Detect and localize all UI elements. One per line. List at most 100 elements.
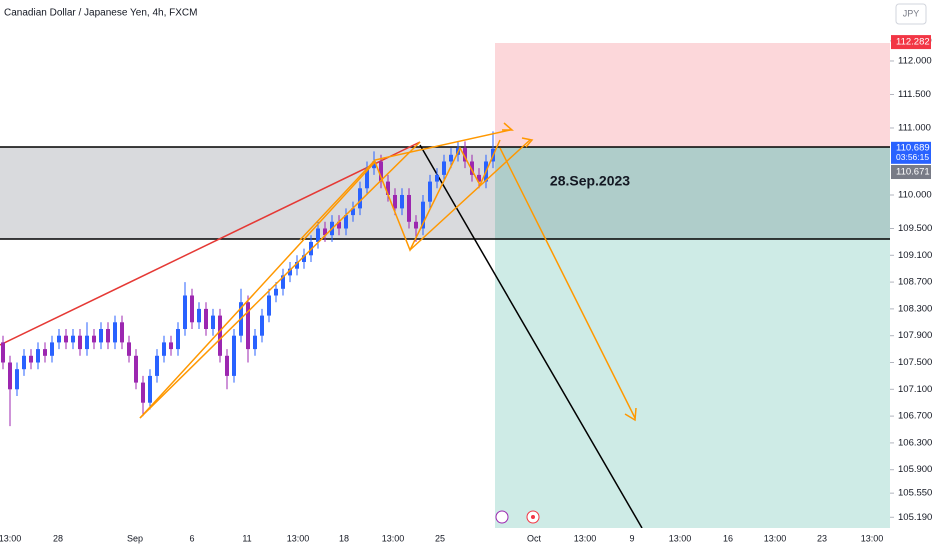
- candle-body: [155, 355, 159, 376]
- candle-body: [435, 174, 439, 182]
- candle-body: [260, 315, 264, 336]
- arrow-line: [499, 147, 636, 419]
- drawings: [0, 43, 890, 529]
- candle-body: [470, 161, 474, 175]
- y-tick-label: 107.900: [898, 330, 932, 341]
- candle-body: [148, 375, 152, 403]
- arrow-head: [624, 407, 637, 422]
- candle-body: [407, 194, 411, 222]
- x-tick-label: 13:00: [669, 533, 692, 543]
- y-tick-label: 110.000: [898, 190, 932, 201]
- candle-body: [22, 355, 26, 370]
- candle-body: [92, 335, 96, 343]
- x-tick-label: 13:00: [287, 533, 310, 543]
- stop-zone: [495, 43, 890, 147]
- candle-body: [29, 355, 33, 363]
- candle-body: [400, 194, 404, 209]
- last-price-badge: [891, 141, 931, 164]
- x-tick-label: 16: [723, 533, 733, 543]
- x-tick-label: Oct: [527, 533, 542, 543]
- y-tick-label: 111.500: [898, 89, 931, 100]
- candle-body: [71, 335, 75, 343]
- stop-price-badge: [891, 35, 931, 50]
- candle-body: [246, 302, 250, 350]
- candle-body: [274, 288, 278, 296]
- y-tick-label: 109.500: [898, 223, 932, 234]
- arrow-line: [409, 139, 531, 251]
- candle-body: [253, 335, 257, 350]
- annotation: 28.Sep.2023: [550, 173, 630, 189]
- candle-body: [477, 174, 481, 182]
- candle-body: [281, 275, 285, 289]
- candle-body: [302, 255, 306, 262]
- candle-body: [463, 148, 467, 162]
- candle-body: [267, 295, 271, 316]
- candle-body: [120, 322, 124, 343]
- event-icon-dot: [531, 515, 535, 519]
- candle-body: [211, 315, 215, 329]
- target-zone: [495, 147, 890, 528]
- zigzag: [139, 139, 501, 419]
- candle-body: [295, 261, 299, 269]
- chart-title: Canadian Dollar / Japanese Yen, 4h, FXCM: [4, 8, 197, 19]
- currency: JPY: [903, 8, 920, 18]
- candle-body: [176, 328, 180, 350]
- candle-body: [386, 181, 390, 195]
- price-axis: [890, 0, 932, 550]
- arrow-head: [521, 137, 534, 148]
- currency-box[interactable]: [895, 3, 927, 25]
- candle-body: [162, 342, 166, 356]
- x-tick-label: 9: [629, 533, 634, 543]
- candle-body: [421, 201, 425, 229]
- candle-body: [232, 335, 236, 376]
- candle-body: [141, 382, 145, 403]
- candle-body: [190, 295, 194, 323]
- y-tick-label: 112.000: [898, 55, 932, 66]
- candle-body: [365, 168, 369, 189]
- y-tick-label: 106.700: [898, 411, 932, 422]
- candle-body: [1, 342, 5, 363]
- time-axis: [0, 528, 932, 550]
- y-tick-label: 108.300: [898, 303, 932, 314]
- candle-body: [183, 295, 187, 329]
- x-tick-label: 18: [339, 533, 349, 543]
- y-tick-label: 105.190: [898, 512, 932, 523]
- candle-body: [372, 161, 376, 169]
- trend-line: [0, 141, 421, 346]
- arrow-head: [502, 122, 514, 131]
- candle-body: [50, 342, 54, 356]
- candle-body: [15, 369, 19, 390]
- candle-body: [414, 221, 418, 229]
- candle-body: [64, 335, 68, 343]
- candle-body: [169, 342, 173, 350]
- candle-body: [106, 328, 110, 343]
- candle-body: [316, 228, 320, 242]
- candle-body: [57, 335, 61, 343]
- candle-body: [113, 322, 117, 343]
- candle-body: [78, 335, 82, 350]
- candle-body: [379, 161, 383, 182]
- x-tick-label: Sep: [127, 533, 143, 543]
- pattern-arrows: [139, 122, 637, 422]
- candle-body: [99, 328, 103, 343]
- candle-body: [351, 208, 355, 216]
- candle-body: [337, 221, 341, 229]
- x-tick-label: 13:00: [0, 533, 21, 543]
- candle-body: [442, 161, 446, 175]
- x-tick-label: 13:00: [574, 533, 597, 543]
- y-tick-label: 108.700: [898, 277, 932, 288]
- x-tick-label: 11: [242, 533, 251, 543]
- y-tick-label: 109.100: [898, 250, 932, 261]
- bid-price-badge: [891, 165, 931, 180]
- x-tick-label: 6: [189, 533, 194, 543]
- candle-body: [8, 362, 12, 390]
- candle-body: [344, 215, 348, 229]
- x-tick-label: 23: [817, 533, 827, 543]
- trend-line: [419, 144, 643, 529]
- candle-body: [36, 349, 40, 363]
- bid-price: 110.671: [896, 167, 930, 178]
- candle-body: [323, 228, 327, 236]
- candle-body: [449, 154, 453, 162]
- x-tick-label: 13:00: [764, 533, 787, 543]
- event-icon[interactable]: [495, 510, 509, 524]
